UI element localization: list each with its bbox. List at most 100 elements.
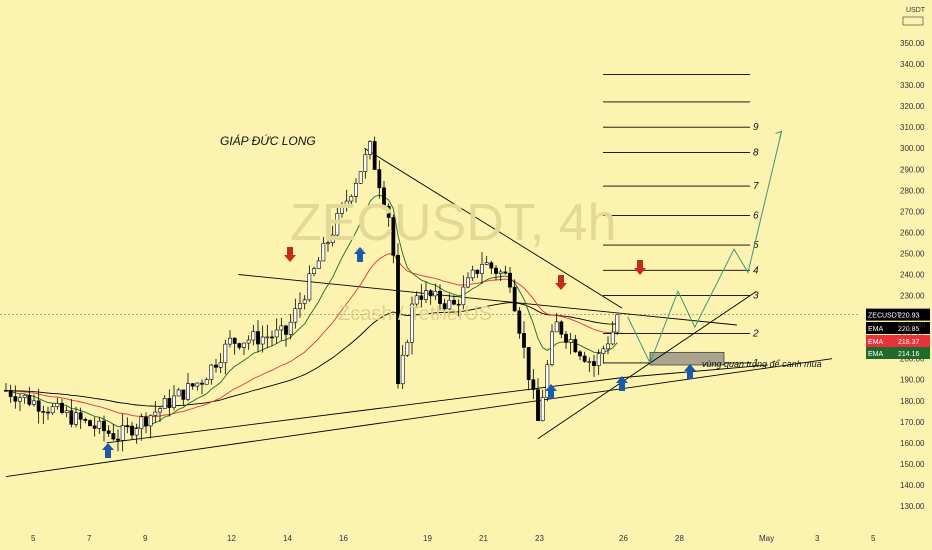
candle — [22, 395, 27, 398]
candle — [536, 389, 540, 421]
candle — [88, 420, 92, 427]
y-tick-label: 350.00 — [900, 39, 925, 48]
candle — [83, 419, 88, 421]
downtrend-line — [364, 147, 623, 309]
buy-arrow-up — [354, 247, 366, 262]
candle — [181, 389, 186, 400]
candle — [414, 295, 419, 305]
x-tick-label: 3 — [815, 534, 820, 543]
candle — [466, 277, 470, 288]
watermark-subtitle: Zcash / TetherUS — [338, 303, 492, 325]
candle — [442, 303, 447, 310]
currency-label: USDT — [906, 7, 926, 14]
candle — [8, 390, 13, 397]
trendlines — [5, 147, 833, 477]
long-support-line — [5, 358, 833, 477]
y-tick-label: 240.00 — [900, 271, 925, 280]
level-label: 4 — [753, 265, 759, 276]
candle — [302, 299, 307, 304]
y-tick-label: 200.00 — [900, 355, 925, 364]
x-tick-label: 7 — [87, 534, 92, 543]
candle — [606, 343, 610, 350]
x-tick-label: 16 — [339, 534, 348, 543]
candle — [209, 364, 214, 380]
price-tag-name: EMA — [868, 351, 884, 358]
candle — [326, 242, 330, 244]
x-tick-label: 14 — [283, 534, 292, 543]
candle — [340, 204, 344, 214]
candle — [433, 290, 438, 297]
projection-arrowhead — [775, 130, 783, 139]
candle — [223, 343, 228, 364]
x-tick-label: 5 — [31, 534, 36, 543]
zone-note: vùng quan trọng để canh mua — [702, 359, 822, 369]
candle — [148, 415, 153, 427]
candle — [615, 314, 620, 333]
price-tag-value: 220.85 — [898, 326, 920, 333]
y-tick-label: 310.00 — [900, 123, 925, 132]
candle — [587, 361, 592, 363]
y-tick-label: 230.00 — [900, 292, 925, 301]
candle — [279, 325, 284, 331]
candle — [18, 397, 22, 402]
candle — [564, 333, 568, 343]
candle — [153, 411, 158, 416]
price-tag-value: 218.37 — [898, 339, 920, 346]
candle — [368, 141, 372, 155]
candle — [120, 425, 125, 441]
x-tick-label: 26 — [619, 534, 628, 543]
watermark-title: ZECUSDT, 4h — [290, 194, 617, 252]
candle — [554, 321, 559, 333]
candle — [405, 341, 410, 356]
candle — [596, 353, 601, 366]
candle — [377, 169, 382, 189]
candle — [419, 295, 424, 300]
level-label: 8 — [753, 147, 759, 158]
candle — [522, 333, 526, 348]
y-tick-label: 150.00 — [900, 460, 925, 469]
candle — [578, 351, 582, 357]
candle — [200, 382, 204, 385]
level-label: 3 — [753, 291, 759, 302]
y-tick-label: 270.00 — [900, 207, 925, 216]
candle — [167, 398, 172, 408]
candle — [349, 196, 354, 202]
y-tick-label: 130.00 — [900, 502, 925, 511]
y-tick-label: 290.00 — [900, 165, 925, 174]
candle — [494, 267, 498, 274]
buy-zone-box — [649, 351, 725, 366]
candle — [545, 364, 550, 398]
candle — [386, 205, 391, 218]
price-tag-name: ZECUSDT — [868, 313, 902, 320]
settings-box[interactable] — [902, 16, 924, 26]
signal-arrows — [102, 247, 696, 458]
candle — [256, 331, 260, 345]
candle — [60, 402, 64, 413]
candle — [176, 389, 181, 397]
candle — [92, 425, 97, 429]
zone-support-line — [621, 364, 768, 379]
x-tick-label: 19 — [423, 534, 432, 543]
sell-arrow-down — [284, 247, 296, 262]
candle — [358, 171, 363, 184]
buy-arrow-up — [684, 364, 696, 379]
candle — [293, 308, 298, 323]
candle — [601, 348, 606, 355]
price-tag-box — [866, 335, 930, 347]
candle — [484, 262, 489, 265]
y-tick-label: 340.00 — [900, 60, 925, 69]
x-tick-label: 5 — [871, 534, 876, 543]
candle — [573, 339, 578, 353]
level-label: 7 — [753, 181, 759, 192]
candle — [50, 406, 55, 414]
candle — [400, 354, 405, 385]
price-tag-box — [866, 347, 930, 359]
level-label: 2 — [752, 328, 759, 339]
y-tick-label: 280.00 — [900, 186, 925, 195]
candle — [228, 337, 232, 345]
candle — [424, 290, 428, 300]
x-tick-label: 21 — [479, 534, 488, 543]
